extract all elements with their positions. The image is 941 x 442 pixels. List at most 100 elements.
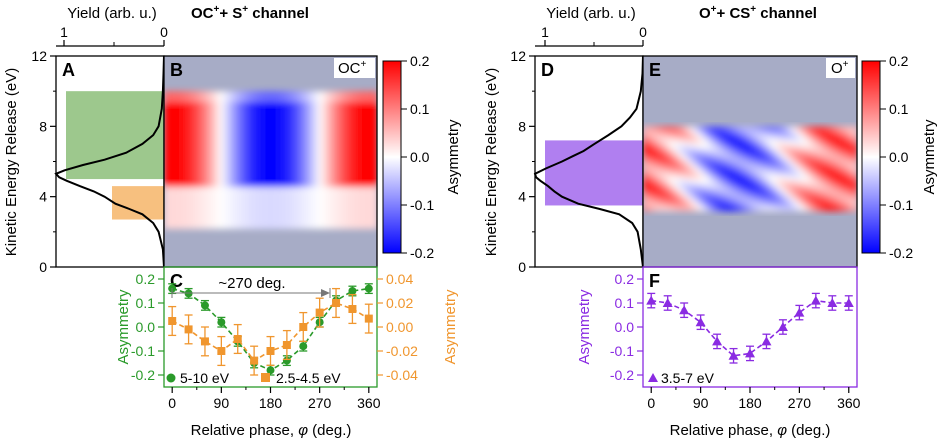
heat-cell bbox=[286, 175, 293, 180]
heat-cell bbox=[233, 189, 240, 194]
channel-ion-a-charge: + bbox=[711, 4, 717, 15]
heat-cell bbox=[265, 140, 272, 145]
heat-cell bbox=[323, 119, 330, 124]
heat-cell bbox=[307, 172, 314, 177]
heat-cell bbox=[664, 126, 671, 131]
heat-cell bbox=[728, 133, 735, 138]
data-point bbox=[266, 347, 275, 355]
heat-cell bbox=[792, 126, 799, 131]
heat-cell bbox=[302, 98, 309, 103]
heat-cell bbox=[835, 161, 842, 166]
heat-cell bbox=[851, 207, 857, 212]
heat-cell bbox=[169, 133, 176, 138]
heat-cell bbox=[270, 168, 277, 173]
heat-cell bbox=[179, 108, 186, 113]
heat-cell bbox=[302, 214, 309, 219]
heat-cell bbox=[814, 175, 821, 180]
heat-cell bbox=[835, 126, 842, 131]
heat-cell bbox=[701, 150, 708, 156]
heat-cell bbox=[366, 112, 373, 117]
heat-cell bbox=[265, 221, 272, 226]
heat-cell bbox=[787, 186, 794, 191]
heat-cell bbox=[243, 165, 250, 170]
heat-cell bbox=[808, 175, 815, 180]
heat-cell bbox=[707, 189, 714, 194]
heat-cell bbox=[206, 140, 213, 145]
heat-cell bbox=[840, 140, 847, 145]
heat-cell bbox=[313, 119, 320, 124]
heat-cell bbox=[217, 175, 224, 180]
heat-cell bbox=[798, 140, 805, 145]
heat-cell bbox=[685, 207, 692, 212]
heat-cell bbox=[297, 196, 304, 201]
heat-cell bbox=[318, 108, 325, 113]
heat-cell bbox=[195, 161, 202, 166]
panel-d-yield-label: Yield (arb. u.) bbox=[546, 5, 635, 22]
heat-cell bbox=[739, 143, 746, 149]
heat-cell bbox=[819, 129, 826, 134]
ytick-label: 0 bbox=[39, 259, 47, 275]
heat-cell bbox=[174, 101, 181, 106]
heat-cell bbox=[254, 140, 261, 145]
heat-cell bbox=[755, 175, 762, 180]
heat-cell bbox=[750, 126, 756, 131]
heat-cell bbox=[814, 179, 821, 184]
heat-cell bbox=[286, 179, 293, 184]
heat-cell bbox=[696, 207, 703, 212]
heat-cell bbox=[174, 200, 181, 205]
heat-cell bbox=[334, 189, 341, 194]
heat-cell bbox=[787, 179, 794, 184]
heat-cell bbox=[744, 157, 751, 163]
heat-cell bbox=[798, 182, 805, 187]
heat-cell bbox=[164, 129, 170, 134]
heat-cell bbox=[648, 126, 655, 131]
heat-cell bbox=[302, 122, 309, 127]
heat-cell bbox=[334, 119, 341, 124]
heat-cell bbox=[680, 196, 687, 201]
heat-cell bbox=[195, 105, 202, 110]
heat-cell bbox=[201, 224, 208, 229]
heat-cell bbox=[238, 136, 245, 141]
heat-cell bbox=[238, 91, 245, 96]
heat-cell bbox=[669, 150, 676, 156]
heat-cell bbox=[707, 140, 714, 145]
heat-cell bbox=[323, 217, 330, 222]
heat-cell bbox=[302, 94, 309, 99]
heat-cell bbox=[643, 165, 649, 170]
heat-cell bbox=[819, 200, 826, 205]
heat-cell bbox=[164, 150, 170, 156]
heat-cell bbox=[329, 186, 335, 191]
heat-cell bbox=[819, 186, 826, 191]
heat-cell bbox=[286, 105, 293, 110]
panel-c-ylabel-left: Asymmetry bbox=[115, 289, 132, 365]
heat-cell bbox=[707, 168, 714, 173]
heat-cell bbox=[329, 115, 335, 120]
heat-cell bbox=[233, 224, 240, 229]
heat-cell bbox=[760, 140, 767, 145]
heat-cell bbox=[782, 203, 789, 208]
heat-cell bbox=[712, 189, 719, 194]
heat-cell bbox=[840, 150, 847, 156]
heat-cell bbox=[371, 122, 377, 127]
heat-cell bbox=[275, 207, 282, 212]
heat-cell bbox=[717, 175, 724, 180]
heat-cell bbox=[696, 186, 703, 191]
heat-cell bbox=[169, 126, 176, 131]
heat-cell bbox=[313, 122, 320, 127]
heat-cell bbox=[286, 143, 293, 149]
heat-cell bbox=[712, 203, 719, 208]
heat-cell bbox=[286, 200, 293, 205]
heat-cell bbox=[840, 200, 847, 205]
heat-cell bbox=[830, 136, 837, 141]
heat-cell bbox=[265, 200, 272, 205]
heat-cell bbox=[792, 161, 799, 166]
heat-cell bbox=[286, 189, 293, 194]
heat-cell bbox=[297, 154, 304, 159]
heat-cell bbox=[739, 168, 746, 173]
heat-cell bbox=[227, 147, 234, 152]
heat-cell bbox=[840, 189, 847, 194]
heat-cell bbox=[217, 150, 224, 156]
heat-cell bbox=[371, 136, 377, 141]
heat-cell bbox=[211, 200, 218, 205]
heat-cell bbox=[297, 200, 304, 205]
